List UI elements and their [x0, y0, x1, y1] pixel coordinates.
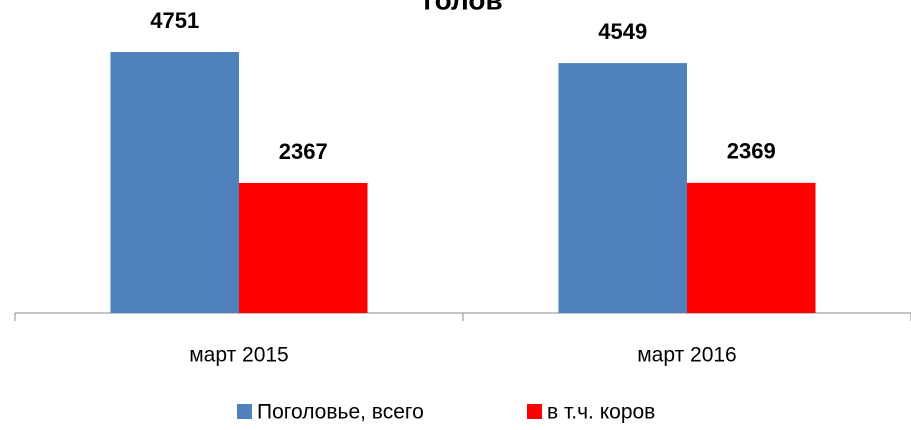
data-label: 2367 [279, 139, 328, 164]
legend-swatch [527, 404, 542, 419]
chart-title: голов [423, 0, 502, 15]
bar [687, 182, 816, 313]
bar [110, 52, 239, 313]
legend-label: Поголовье, всего [257, 401, 424, 424]
bar [558, 63, 687, 313]
data-label: 2369 [727, 139, 776, 164]
x-tick-label: март 2015 [189, 344, 289, 367]
legend-swatch [237, 404, 252, 419]
bar [239, 182, 368, 313]
legend-label: в т.ч. коров [547, 401, 655, 424]
data-label: 4751 [150, 8, 199, 33]
x-tick-label: март 2016 [637, 344, 737, 367]
data-label: 4549 [598, 19, 647, 44]
